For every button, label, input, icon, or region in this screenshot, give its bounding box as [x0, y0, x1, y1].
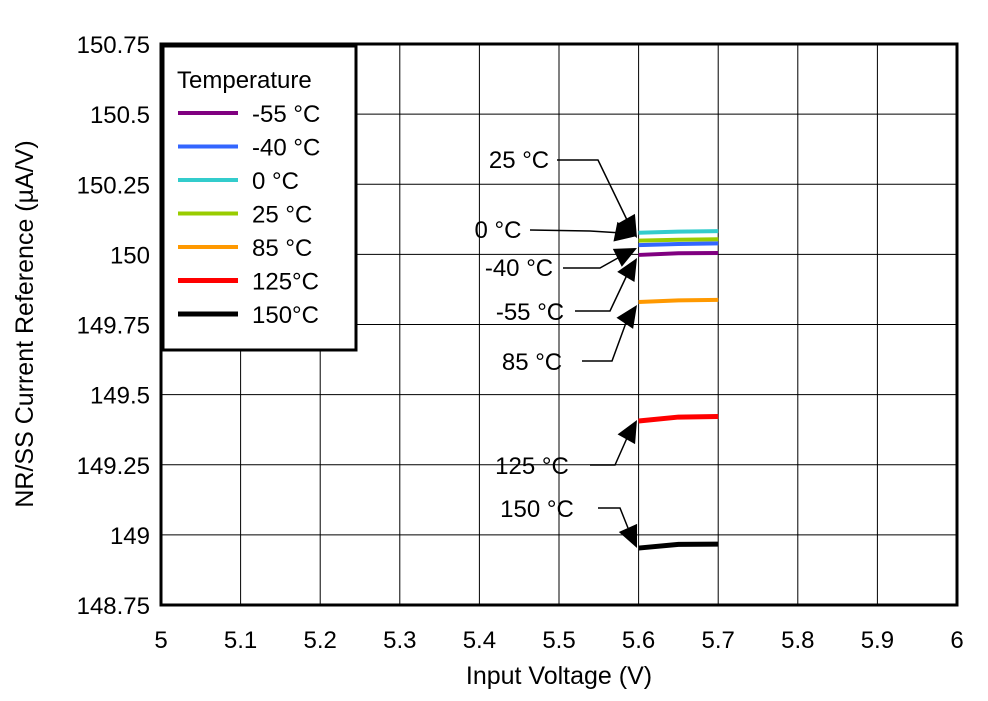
series-line: [638, 250, 719, 257]
y-tick-label: 149: [110, 523, 150, 550]
legend-label: 0 °C: [252, 168, 299, 195]
x-tick-label: 5.2: [304, 627, 337, 654]
annotation-leader: [590, 437, 628, 466]
annotation-label: 25 °C: [489, 147, 549, 174]
annotation-label: -40 °C: [485, 255, 553, 282]
legend-label: 25 °C: [252, 202, 312, 229]
annotation-leader: [557, 159, 629, 223]
series-line: [638, 297, 719, 305]
x-tick-label: 5.6: [622, 627, 655, 654]
x-tick-label: 5.5: [542, 627, 575, 654]
annotation-arrowhead: [613, 221, 637, 242]
series-line: [638, 414, 719, 424]
annotation-label: 150 °C: [500, 496, 574, 523]
legend-label: 150°C: [252, 302, 319, 329]
x-tick-label: 5.9: [861, 627, 894, 654]
annotation-label: 125 °C: [495, 453, 569, 480]
y-tick-label: 150.5: [90, 102, 150, 129]
legend-label: -55 °C: [252, 101, 320, 128]
annotation-arrowhead: [617, 420, 637, 445]
legend-label: -40 °C: [252, 135, 320, 162]
x-tick-label: 5.1: [224, 627, 257, 654]
annotation-arrowhead: [612, 248, 637, 267]
annotation-leader: [598, 507, 629, 529]
annotation-leader: [529, 229, 623, 234]
annotation-arrowhead: [617, 213, 637, 238]
annotation-arrowhead: [616, 305, 637, 329]
annotation-leader: [624, 319, 628, 324]
annotations: 25 °C 0 °C -40 °C -55 °C 85 °C 125 °C 150 °C: [475, 147, 638, 548]
tick-labels: 5 5.1 5.2 5.3 5.4 5.5 5.6 5.7 5.8 5.9 6 148.75 149 14…: [77, 32, 964, 654]
annotation-leader: [616, 253, 626, 259]
y-tick-label: 150.75: [77, 32, 150, 59]
x-tick-label: 5.7: [702, 627, 735, 654]
x-tick-label: 5.4: [463, 627, 496, 654]
plot-frame: [159, 42, 959, 607]
x-tick-label: 5: [154, 627, 167, 654]
x-tick-label: 5.3: [383, 627, 416, 654]
annotation-leader: [575, 274, 628, 312]
annotation-leader: [625, 274, 628, 278]
y-tick-label: 149.25: [77, 453, 150, 480]
x-tick-label: 5.8: [781, 627, 814, 654]
x-tick-label: 6: [950, 627, 963, 654]
annotation-arrowhead: [618, 523, 638, 548]
annotation-label: 0 °C: [475, 217, 522, 244]
series-line: [638, 241, 719, 248]
series-lines: [638, 229, 719, 551]
annotation-leader: [625, 218, 629, 223]
legend-label: 85 °C: [252, 235, 312, 262]
annotation-leader: [625, 437, 628, 440]
series-line: [638, 229, 719, 235]
legend-label: 125°C: [252, 269, 319, 296]
y-tick-label: 148.75: [77, 593, 150, 620]
annotation-leader: [563, 253, 626, 269]
y-tick-label: 149.75: [77, 313, 150, 340]
legend: Temperature -55 °C -40 °C 0 °C 25 °C 85 °C 12…: [161, 44, 358, 352]
y-tick-label: 150: [110, 242, 150, 269]
x-axis-label: Input Voltage (V): [466, 662, 652, 690]
annotation-leader: [615, 230, 623, 234]
annotation-arrowhead: [617, 258, 637, 283]
series-line: [638, 237, 719, 243]
annotation-label: -55 °C: [496, 299, 564, 326]
annotation-leader: [582, 319, 628, 362]
annotation-label: 85 °C: [502, 349, 562, 376]
legend-title: Temperature: [177, 67, 312, 94]
y-tick-label: 149.5: [90, 383, 150, 410]
legend-box: [161, 44, 358, 352]
y-axis-label: NR/SS Current Reference (µA/V): [11, 140, 39, 507]
series-line: [638, 541, 719, 551]
y-tick-label: 150.25: [77, 172, 150, 199]
